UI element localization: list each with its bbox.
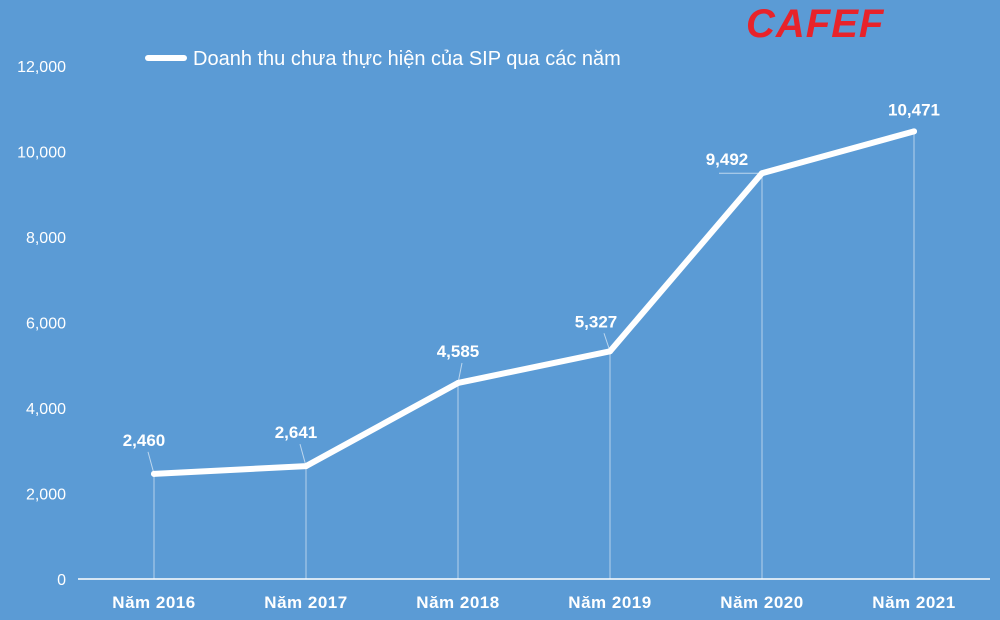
data-label-leader [603,333,611,352]
logo-text: CAFEF [746,2,885,46]
y-tick-label: 12,000 [17,59,66,76]
x-tick-label: Năm 2018 [416,593,499,612]
y-axis-ticks: 0 2,000 4,000 6,000 8,000 10,000 12,000 [17,59,66,589]
legend-label: Doanh thu chưa thực hiện của SIP qua các… [193,48,621,70]
data-label-leader [299,443,307,467]
drop-lines [153,131,915,579]
data-label: 10,471 [888,100,940,119]
y-tick-label: 0 [57,572,66,589]
data-labels: 2,460 2,641 4,585 5,327 9,492 10,471 [123,100,940,474]
y-tick-label: 6,000 [26,316,66,333]
data-point [911,128,917,135]
y-tick-label: 4,000 [26,401,66,418]
x-tick-label: Năm 2017 [264,593,347,612]
series-polyline [151,128,917,477]
y-tick-label: 8,000 [26,230,66,247]
data-label: 5,327 [575,312,618,331]
data-label: 2,460 [123,431,166,450]
x-tick-label: Năm 2016 [112,593,195,612]
data-label: 2,641 [275,423,318,442]
legend: Doanh thu chưa thực hiện của SIP qua các… [145,48,621,70]
x-tick-label: Năm 2020 [720,593,803,612]
x-axis-ticks: Năm 2016 Năm 2017 Năm 2018 Năm 2019 Năm 2020… [112,593,955,612]
data-label-leader [147,451,155,474]
x-tick-label: Năm 2019 [568,593,651,612]
data-label: 9,492 [706,150,749,169]
series-line [151,128,917,477]
data-label: 4,585 [437,342,480,361]
y-tick-label: 10,000 [17,145,66,162]
cafef-logo: CAFEF [746,2,885,46]
data-label-leader [457,362,463,384]
y-tick-label: 2,000 [26,487,66,504]
x-tick-label: Năm 2021 [872,593,955,612]
